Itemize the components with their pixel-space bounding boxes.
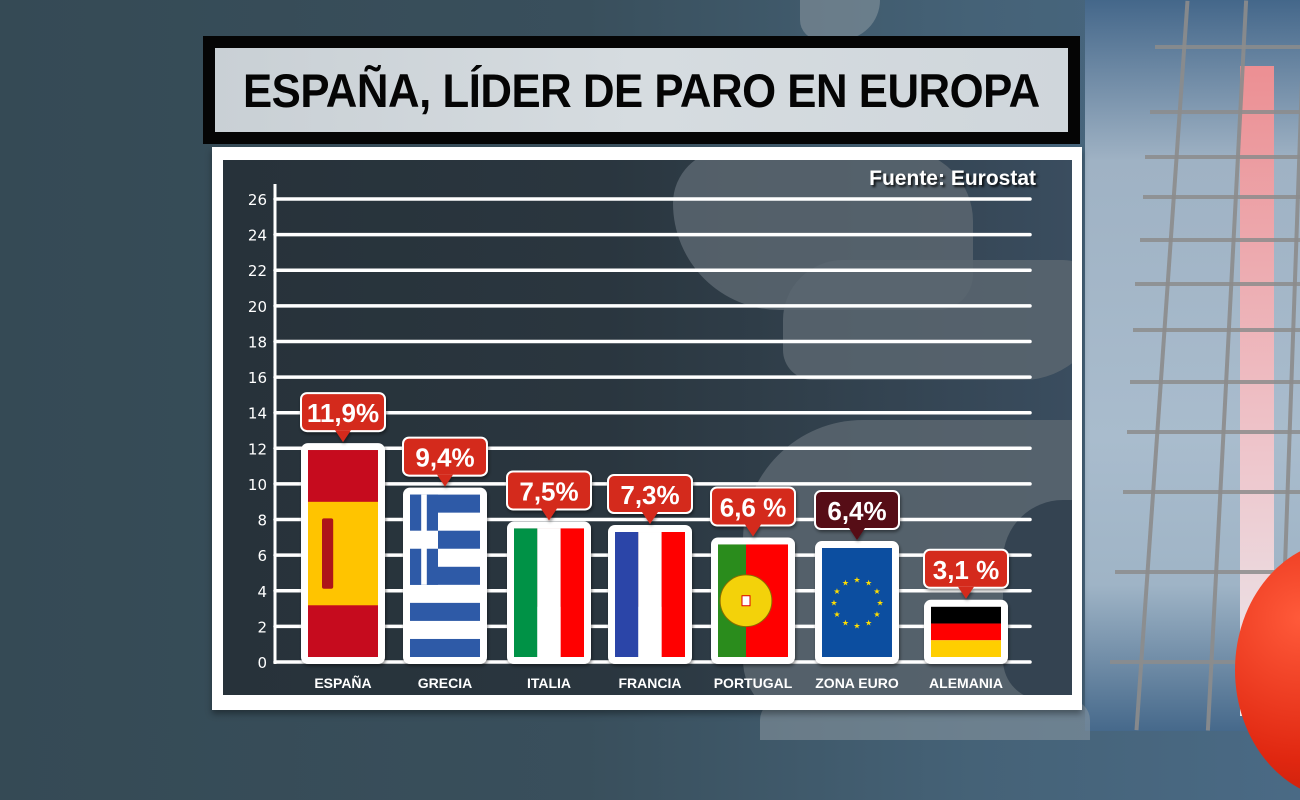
data-label-callout: 7,3% — [607, 474, 693, 525]
flag-stripe — [514, 528, 538, 657]
x-category-label: GRECIA — [418, 675, 472, 691]
y-tick-label: 8 — [257, 512, 267, 530]
background-grid-line — [1140, 238, 1300, 242]
star-icon: ★ — [865, 619, 872, 628]
data-label-callout: 3,1 % — [923, 548, 1009, 599]
title-inner: ESPAÑA, LÍDER DE PARO EN EUROPA — [215, 48, 1068, 132]
star-icon: ★ — [873, 587, 880, 596]
y-tick-label: 20 — [248, 298, 267, 316]
data-label-pointer — [437, 474, 453, 487]
flag-portugal-icon — [718, 544, 788, 657]
y-tick-label: 22 — [248, 262, 267, 280]
background-grid-line — [1123, 490, 1300, 494]
y-tick-label: 26 — [248, 191, 267, 209]
source-label: Fuente: Eurostat — [869, 167, 1036, 190]
data-label: 9,4% — [415, 443, 474, 473]
flag-stripe — [410, 602, 480, 621]
shield — [741, 595, 751, 607]
flag-stripe — [931, 640, 1001, 657]
flag-germany-icon — [931, 606, 1001, 657]
background-map-land — [800, 0, 880, 40]
flag-stripe — [661, 532, 685, 657]
x-category-label: ALEMANIA — [929, 675, 1003, 691]
background-grid-line — [1135, 282, 1300, 286]
data-label-pointer — [958, 586, 974, 599]
background-grid-line — [1110, 660, 1300, 664]
star-icon: ★ — [873, 610, 880, 619]
title-banner: ESPAÑA, LÍDER DE PARO EN EUROPA — [203, 36, 1080, 144]
flag-greece-icon — [410, 494, 480, 657]
data-label: 7,3% — [620, 480, 679, 510]
flag-stripe — [308, 501, 378, 606]
flag-stripe — [615, 532, 639, 657]
data-label-pointer — [541, 508, 557, 521]
star-icon: ★ — [865, 579, 872, 588]
chart-panel: 0 2 4 6 8 10 12 14 16 18 20 22 24 26 ★ ★ ★ ★ ★ ★ ★ ★ ★ ★ ★ ★ ESP… — [212, 147, 1082, 710]
background-grid-line — [1143, 195, 1300, 199]
x-category-label: PORTUGAL — [714, 675, 793, 691]
flag-spain-icon — [308, 450, 378, 657]
flag-stripe — [931, 623, 1001, 641]
star-icon: ★ — [877, 599, 884, 608]
background-map-land — [783, 260, 1072, 380]
background-grid-line — [1150, 110, 1300, 114]
background-grid-line — [1155, 45, 1300, 49]
data-label-callout: 6,6 % — [710, 486, 796, 537]
star-icon: ★ — [853, 622, 860, 631]
data-label-pointer — [849, 528, 865, 541]
flag-stripe — [638, 532, 662, 657]
y-tick-label: 4 — [257, 583, 267, 601]
star-icon: ★ — [833, 610, 840, 619]
star-icon: ★ — [842, 619, 849, 628]
flag-stripe — [537, 528, 561, 657]
y-tick-label: 2 — [257, 618, 267, 636]
y-tick-label: 10 — [248, 476, 267, 494]
flag-stripe — [410, 530, 438, 549]
background-grid-line — [1115, 570, 1300, 574]
x-category-label: ITALIA — [527, 675, 571, 691]
data-label-pointer — [335, 430, 351, 443]
x-category-label: FRANCIA — [619, 675, 682, 691]
star-icon: ★ — [830, 599, 837, 608]
star-icon: ★ — [833, 587, 840, 596]
data-label-callout: 11,9% — [300, 392, 386, 443]
flag-stripe — [822, 548, 892, 657]
data-label: 3,1 % — [933, 555, 1000, 585]
x-category-label: ZONA EURO — [815, 675, 899, 691]
flag-stripe — [410, 638, 480, 657]
data-label: 7,5% — [519, 476, 578, 506]
flag-eu-icon: ★ ★★★★★★★★★★★ — [822, 548, 892, 657]
star-icon: ★ — [853, 575, 860, 584]
star-icon: ★ — [842, 579, 849, 588]
flag-france-icon — [615, 532, 685, 657]
background-grid-line — [1145, 155, 1300, 159]
data-label-pointer — [745, 524, 761, 537]
flag-italy-icon — [514, 528, 584, 657]
y-tick-label: 24 — [248, 227, 267, 245]
y-tick-label: 18 — [248, 333, 267, 351]
background-grid-line — [1130, 380, 1300, 384]
data-label-callout: 7,5% — [506, 470, 592, 521]
data-label: 11,9% — [307, 398, 379, 428]
page-title: ESPAÑA, LÍDER DE PARO EN EUROPA — [243, 63, 1040, 117]
background-grid-line — [1133, 328, 1300, 332]
y-tick-label: 6 — [257, 547, 267, 565]
data-label: 6,6 % — [720, 492, 787, 522]
data-label-pointer — [642, 512, 658, 525]
background-grid-line — [1127, 430, 1300, 434]
flag-stripe — [560, 528, 584, 657]
data-label-callout: 6,4% — [814, 490, 900, 541]
y-tick-label: 12 — [248, 440, 267, 458]
background-map-graphic — [1085, 0, 1300, 800]
flag-stripe — [931, 606, 1001, 624]
coat-of-arms — [322, 518, 334, 589]
y-tick-label: 14 — [248, 405, 267, 423]
y-tick-label: 0 — [257, 654, 267, 672]
data-label-callout: 9,4% — [402, 436, 488, 487]
y-tick-label: 16 — [248, 369, 267, 387]
data-label: 6,4% — [827, 496, 886, 526]
x-category-label: ESPAÑA — [314, 674, 371, 691]
